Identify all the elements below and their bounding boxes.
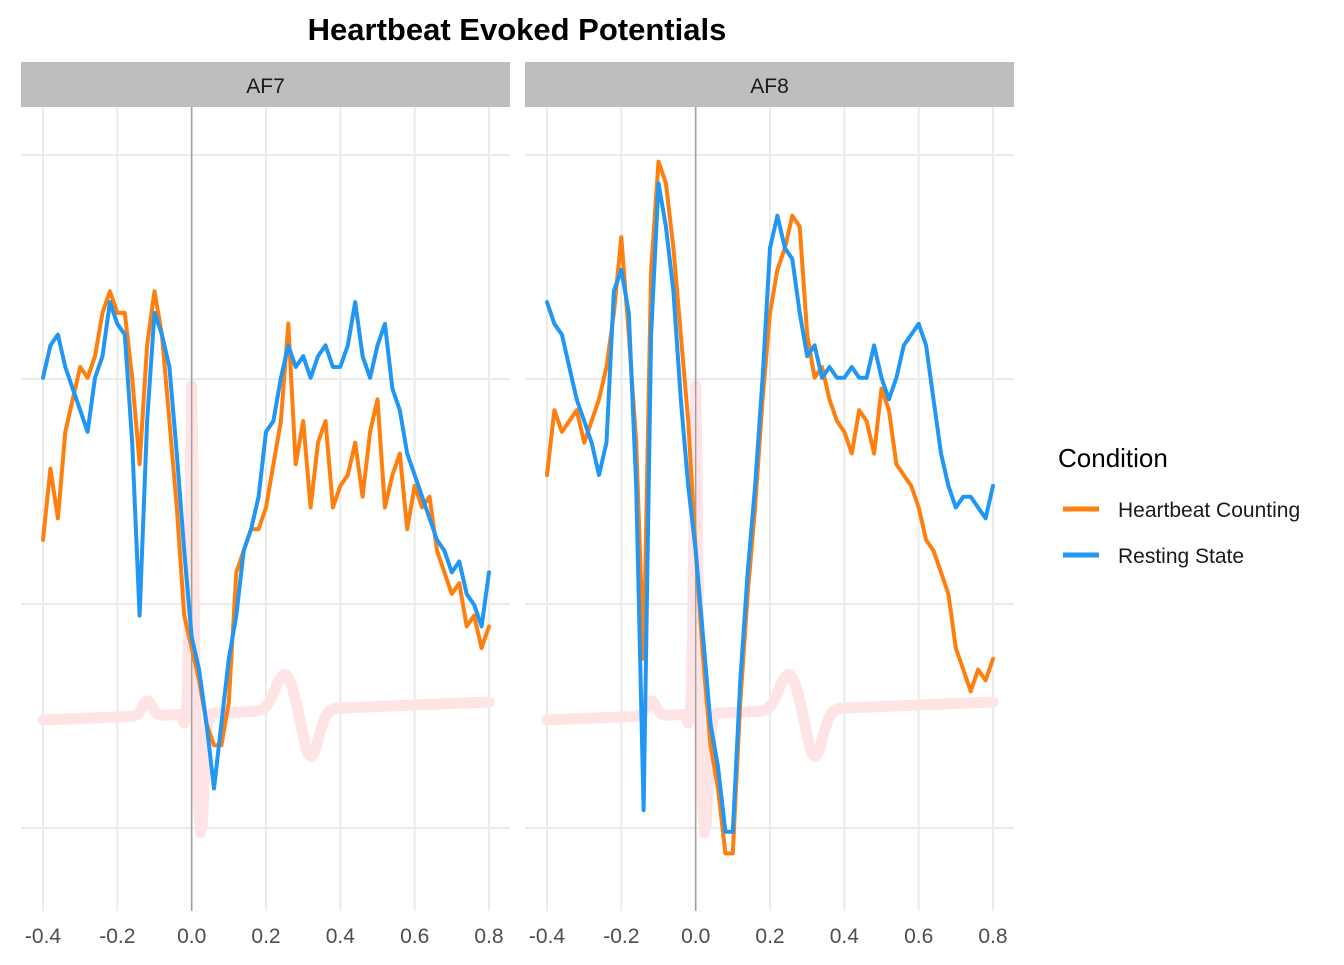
facet-strip — [21, 62, 510, 107]
x-tick-label: -0.4 — [25, 925, 62, 948]
ecg-reference-line — [541, 380, 999, 839]
series-line-resting-state — [545, 181, 995, 834]
x-tick-label: -0.4 — [529, 925, 566, 948]
x-tick-label: 0.6 — [400, 925, 429, 948]
x-tick-label: 0.0 — [177, 925, 206, 948]
x-tick-label: 0.8 — [474, 925, 503, 948]
panel-af8: AF8 -0.4 -0.2 0.0 0.2 0.4 0.6 0.8 — [525, 62, 1014, 948]
series-line-resting-state — [41, 300, 491, 791]
facet-label: AF8 — [750, 75, 789, 98]
x-tick-label: 0.4 — [830, 925, 860, 948]
chart-title: Heartbeat Evoked Potentials — [308, 12, 727, 47]
panels-layer: AF7 -0.4 -0.2 0.0 0.2 0.4 0.6 0.8 AF8 -0.4 -0.2 0.0… — [21, 62, 1014, 948]
x-tick-label: 0.8 — [978, 925, 1007, 948]
x-tick-label: 0.0 — [681, 925, 710, 948]
panel-af7: AF7 -0.4 -0.2 0.0 0.2 0.4 0.6 0.8 — [21, 62, 510, 948]
legend-label-resting-state: Resting State — [1118, 545, 1244, 568]
series-line-heartbeat-counting — [545, 159, 995, 856]
legend-label-heartbeat-counting: Heartbeat Counting — [1118, 499, 1300, 522]
x-tick-label: -0.2 — [99, 925, 135, 948]
x-tick-label: 0.6 — [904, 925, 933, 948]
x-tick-label: 0.2 — [755, 925, 784, 948]
legend: Condition Heartbeat Counting Resting State — [1058, 443, 1300, 568]
x-tick-label: 0.2 — [251, 925, 280, 948]
facet-strip — [525, 62, 1014, 107]
series-line-heartbeat-counting — [41, 289, 491, 748]
ecg-reference-line — [37, 380, 495, 839]
x-tick-label: 0.4 — [326, 925, 356, 948]
facet-label: AF7 — [246, 75, 285, 98]
x-tick-label: -0.2 — [603, 925, 639, 948]
legend-title: Condition — [1058, 443, 1168, 473]
